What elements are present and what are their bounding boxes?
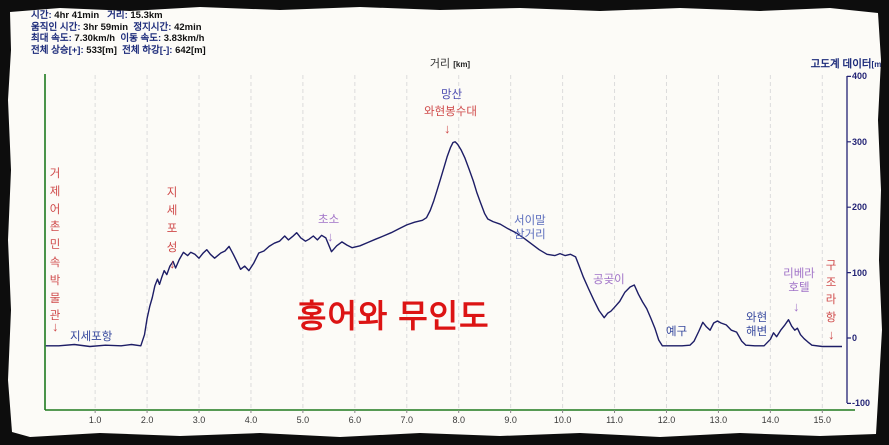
annotation-char: 거 [49, 168, 61, 180]
annotation-seoimal-junction: 서이말 삼거리 [514, 215, 546, 242]
x-axis-title: 거리 [km] [395, 55, 505, 71]
y-axis-title-text: 고도계 데이터 [810, 58, 872, 70]
stat-value: 3hr 59min [80, 21, 129, 33]
stat-value: 15.3km [127, 10, 163, 21]
x-tick-label-1.0: 1.0 [88, 415, 102, 425]
x-tick-label-6.0: 6.0 [348, 415, 362, 425]
x-tick-label-8.0: 8.0 [452, 415, 465, 425]
x-tick-label-9.0: 9.0 [504, 415, 517, 425]
stats-line-4: 전체 상승[+]: 533[m] 전체 하강[-]: 642[m] [31, 45, 206, 57]
annotation-line: 와현 [746, 312, 768, 324]
y-tick-label--100: -100 [852, 398, 871, 409]
down-arrow-icon: ↓ [793, 299, 800, 314]
route-note-text: 홍어와 무인도 [297, 298, 490, 334]
x-tick-label-14.0: 14.0 [761, 415, 780, 425]
annotation-char: 촌 [49, 221, 61, 234]
annotation-char: 조 [825, 277, 837, 290]
annotation-line: 해변 [746, 325, 768, 338]
x-tick-label-7.0: 7.0 [400, 415, 414, 425]
annotation-char: 라 [825, 294, 837, 307]
annotation-char: 세 [166, 205, 178, 218]
stat-value: 7.30km/h [71, 33, 116, 45]
x-tick-label-15.0: 15.0 [813, 415, 832, 425]
stat-value: 3.83km/h [161, 33, 205, 45]
stat-label: 움직인 시간: [31, 21, 81, 33]
annotation-gonggotyi: 공곶이 [593, 274, 625, 286]
annotation-char: 포 [166, 223, 178, 236]
annotation-line: 리베라 [783, 268, 815, 280]
y-tick-label-300: 300 [852, 136, 868, 147]
y-tick-label-400: 400 [852, 71, 868, 82]
x-tick-label-3.0: 3.0 [192, 415, 206, 425]
x-tick-label-10.0: 10.0 [553, 415, 572, 425]
annotation-char: 물 [49, 292, 61, 305]
stat-value: 4hr 41min [51, 10, 100, 21]
stat-label: 전체 상승[+]: [31, 44, 84, 56]
down-arrow-icon: ↓ [52, 319, 59, 334]
track-stats-block: 시간: 4hr 41min 거리: 15.3km 움직인 시간: 3hr 59mi… [31, 10, 206, 56]
annotation-wahyeon-beach: 와현 해변 [746, 312, 767, 339]
annotation-char: 항 [825, 311, 837, 324]
y-axis-unit: [m] [871, 60, 884, 69]
x-tick-label-5.0: 5.0 [296, 415, 310, 425]
x-tick-label-2.0: 2.0 [140, 415, 154, 425]
annotation-char: 제 [49, 185, 61, 198]
x-tick-label-4.0: 4.0 [244, 415, 258, 425]
down-arrow-icon: ↓ [444, 121, 451, 136]
down-arrow-icon: ↓ [169, 256, 176, 271]
stats-line-2: 움직인 시간: 3hr 59min 정지시간: 42min [31, 22, 206, 34]
annotation-line: 서이말 [514, 215, 546, 227]
y-tick-label-0: 0 [852, 333, 858, 343]
x-axis-unit: [km] [453, 60, 471, 69]
stat-label: 이동 속도: [115, 33, 162, 45]
annotation-char: 관 [49, 310, 61, 323]
stat-label: 전체 하강[-]: [116, 44, 173, 56]
annotation-mangsan: 망산 [441, 89, 463, 101]
annotation-char: 구 [825, 260, 837, 272]
annotation-char: 지 [166, 187, 178, 199]
y-tick-label-200: 200 [852, 202, 868, 213]
x-tick-label-12.0: 12.0 [657, 415, 676, 425]
stat-label: 거리: [99, 10, 128, 21]
annotation-jisepo-port: 지세포항 [70, 331, 113, 343]
annotation-rivera-hotel: 리베라 호텔 [774, 268, 824, 295]
stat-label: 시간: [31, 10, 52, 21]
stat-value: 42min [171, 21, 202, 33]
y-tick-label-100: 100 [852, 267, 868, 278]
annotation-char: 성 [166, 241, 178, 254]
annotation-line: 삼거리 [514, 228, 546, 241]
stat-label: 정지시간: [128, 21, 172, 33]
x-tick-label-13.0: 13.0 [709, 415, 728, 425]
down-arrow-icon: ↓ [828, 327, 835, 342]
annotation-yegu: 예구 [666, 326, 688, 338]
annotation-char: 어 [49, 203, 61, 216]
x-tick-label-11.0: 11.0 [606, 415, 623, 425]
annotation-line: 호텔 [788, 281, 810, 294]
stat-label: 최대 속도: [31, 33, 72, 45]
stats-line-3: 최대 속도: 7.30km/h 이동 속도: 3.83km/h [31, 33, 206, 45]
annotation-wahyeon-beacon: 와현봉수대 [424, 106, 477, 118]
y-axis-title: 고도계 데이터[m] [790, 56, 884, 71]
annotation-char: 박 [49, 274, 61, 287]
x-axis-title-text: 거리 [429, 58, 454, 70]
elevation-curve [45, 141, 842, 348]
annotation-char: 민 [49, 239, 61, 252]
stats-line-1: 시간: 4hr 41min 거리: 15.3km [31, 10, 206, 22]
annotation-char: 속 [49, 256, 61, 269]
stat-value: 642[m] [172, 44, 206, 56]
annotation-choso-guardpost: 초소 [318, 214, 340, 226]
down-arrow-icon: ↓ [327, 229, 334, 244]
stat-value: 533[m] [83, 44, 117, 56]
